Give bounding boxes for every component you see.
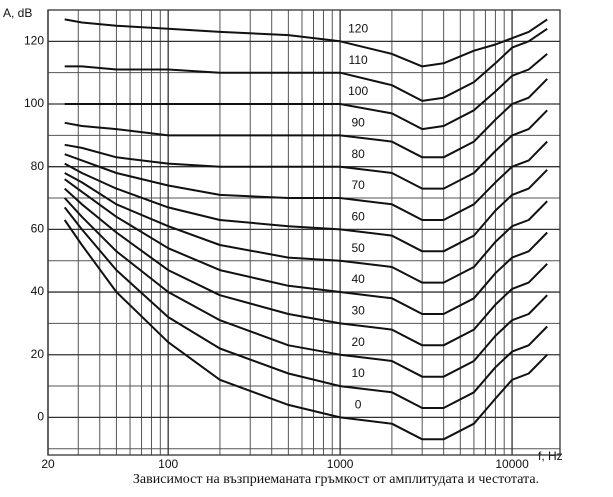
curve xyxy=(64,162,548,253)
curve-label-bg xyxy=(346,367,371,382)
plot-frame xyxy=(47,9,561,456)
curve-label: 100 xyxy=(348,84,368,98)
curve-label: 110 xyxy=(349,53,368,67)
curve xyxy=(64,172,548,284)
x-axis-label: f, Hz xyxy=(538,449,563,463)
curve-label-bg xyxy=(346,210,371,225)
curve-label-bg xyxy=(346,22,371,37)
curve xyxy=(63,206,548,409)
curve-label-bg xyxy=(346,398,371,413)
curve-label: 20 xyxy=(351,335,365,349)
x-tick-label: 1000 xyxy=(327,457,354,471)
curve xyxy=(64,140,548,221)
curve-label-bg xyxy=(346,241,371,256)
curve-label: 0 xyxy=(355,398,362,412)
curve-label-bg xyxy=(346,147,371,162)
y-tick-label: 80 xyxy=(31,159,45,173)
curve xyxy=(64,78,548,159)
y-tick-label: 120 xyxy=(24,34,44,48)
y-tick-label: 60 xyxy=(31,222,45,236)
x-tick-label: 100 xyxy=(158,457,178,471)
curve xyxy=(64,109,548,190)
y-tick-label: 40 xyxy=(31,284,45,298)
y-tick-label: 0 xyxy=(37,410,44,424)
curve-label-bg xyxy=(346,273,371,288)
y-tick-label: 20 xyxy=(31,347,45,361)
curve-label: 50 xyxy=(351,241,365,255)
curve-label-bg xyxy=(346,335,371,350)
curve-label: 80 xyxy=(351,147,365,161)
curve-label: 60 xyxy=(351,210,365,224)
curve xyxy=(64,187,548,347)
caption: Зависимост на възприеманата гръмкост от … xyxy=(133,472,539,487)
curve xyxy=(64,27,548,102)
curve xyxy=(64,53,548,131)
curve-label: 40 xyxy=(351,272,365,286)
curve-label-bg xyxy=(346,53,371,68)
curve-label-bg xyxy=(346,116,371,131)
x-tick-label: 10000 xyxy=(495,457,529,471)
curve-label-bg xyxy=(346,179,371,194)
y-axis-label: A, dB xyxy=(3,6,32,20)
curve-label-bg xyxy=(346,304,371,319)
y-tick-label: 100 xyxy=(24,96,44,110)
curve-label: 30 xyxy=(351,304,365,318)
curve xyxy=(63,197,548,378)
curve-label: 10 xyxy=(351,366,365,380)
x-tick-label: 20 xyxy=(41,457,55,471)
curve-label: 70 xyxy=(351,178,365,192)
curve-label-bg xyxy=(346,85,371,100)
curve xyxy=(63,219,548,441)
curve-label: 120 xyxy=(348,22,368,36)
curve xyxy=(64,178,548,315)
curve-label: 90 xyxy=(351,116,365,130)
curve xyxy=(64,18,548,68)
